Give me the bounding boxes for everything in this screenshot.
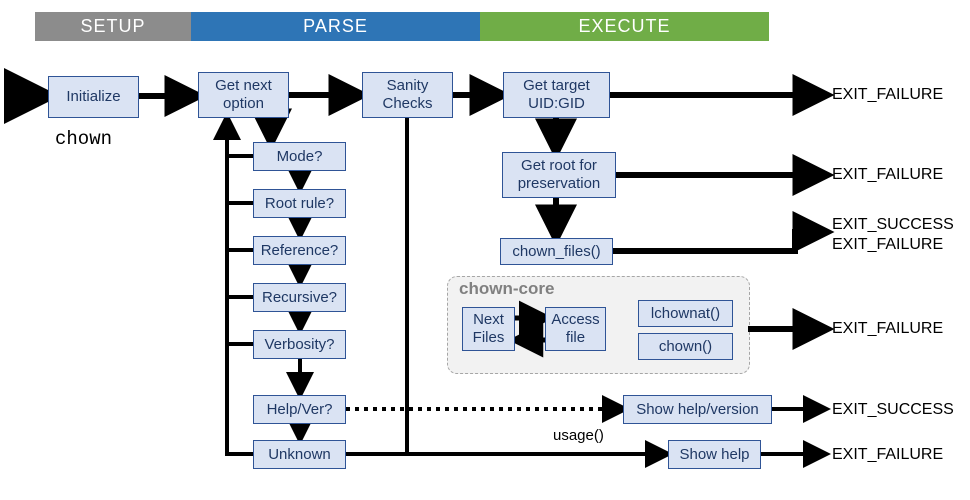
node-verbosity: Verbosity?: [253, 330, 346, 359]
node-chown-fn: chown(): [638, 333, 733, 360]
exit-failure-6: EXIT_FAILURE: [832, 446, 943, 464]
node-show-help-version: Show help/version: [623, 395, 772, 424]
node-help-ver: Help/Ver?: [253, 395, 346, 424]
node-reference: Reference?: [253, 236, 346, 265]
node-get-target: Get targetUID:GID: [503, 72, 610, 118]
node-get-next-option: Get nextoption: [198, 72, 289, 118]
exit-success-5: EXIT_SUCCESS: [832, 401, 954, 419]
exit-failure-1: EXIT_FAILURE: [832, 86, 943, 104]
node-show-help: Show help: [668, 440, 761, 469]
node-sanity-checks: SanityChecks: [362, 72, 453, 118]
node-recursive: Recursive?: [253, 283, 346, 312]
node-next-files: NextFiles: [462, 307, 515, 351]
node-unknown: Unknown: [253, 440, 346, 469]
node-access-file: Accessfile: [545, 307, 606, 351]
node-get-root: Get root forpreservation: [502, 152, 616, 198]
node-initialize: Initialize: [48, 76, 139, 118]
exit-failure-4: EXIT_FAILURE: [832, 320, 943, 338]
node-mode: Mode?: [253, 142, 346, 171]
exit-failure-3b: EXIT_FAILURE: [832, 236, 943, 254]
exit-success-3a: EXIT_SUCCESS: [832, 216, 954, 234]
node-lchownat: lchownat(): [638, 300, 733, 327]
usage-label: usage(): [553, 427, 604, 444]
node-root-rule: Root rule?: [253, 189, 346, 218]
arrows-layer: [0, 0, 970, 500]
node-chown-files: chown_files(): [500, 238, 613, 265]
exit-failure-2: EXIT_FAILURE: [832, 166, 943, 184]
